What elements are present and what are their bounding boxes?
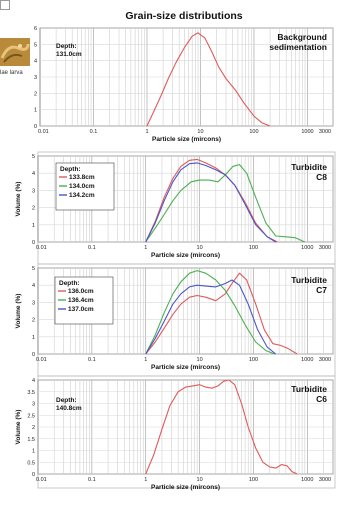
panel-annotation: C7 (316, 285, 327, 295)
y-tick-label: 2 (32, 318, 35, 324)
y-tick-label: 0 (32, 240, 35, 246)
y-tick-label: 2.5 (27, 413, 35, 419)
series-line-134.2cm (145, 162, 277, 243)
y-tick-label: 1 (34, 108, 37, 114)
y-tick-label: 6 (34, 26, 37, 32)
y-tick-label: 4 (32, 378, 35, 384)
x-axis-label: Particle size (mircons) (151, 364, 220, 371)
x-tick-label: 10 (197, 357, 203, 363)
legend-title: Depth: (59, 280, 80, 287)
figure-title: Grain-size distributions (125, 10, 242, 22)
y-tick-label: 2 (32, 206, 35, 212)
series-line-136.0cm (145, 272, 298, 355)
y-tick-label: 1.5 (27, 437, 35, 443)
legend-title: Depth: (56, 43, 77, 50)
series-line-131.0cm (146, 32, 271, 127)
x-tick-label: 0.1 (88, 357, 96, 363)
legend-entry: 137.0cm (68, 306, 94, 313)
y-tick-label: 4 (34, 59, 37, 65)
legend-entry: 140.8cm (56, 405, 82, 412)
x-tick-label: 100 (249, 129, 258, 135)
x-tick-label: 100 (249, 245, 258, 251)
y-tick-label: 3.5 (27, 390, 35, 396)
x-tick-label: 10 (197, 129, 203, 135)
series-line-133.8cm (145, 158, 278, 243)
y-tick-label: 3 (32, 402, 35, 408)
y-tick-label: 3 (32, 300, 35, 306)
panel-annotation: Turbidite (291, 162, 327, 172)
x-tick-label: 3000 (319, 357, 331, 363)
legend-entry: 134.2cm (69, 192, 95, 199)
x-tick-label: 1 (144, 477, 147, 483)
y-axis-label: Volume (%) (15, 182, 22, 217)
series-line-137.0cm (145, 279, 277, 355)
x-tick-label: 0.01 (38, 129, 49, 135)
y-tick-label: 5 (32, 154, 35, 160)
x-tick-label: 100 (249, 357, 258, 363)
x-tick-label: 0.01 (36, 477, 47, 483)
x-tick-label: 0.01 (36, 357, 47, 363)
y-tick-label: 3 (34, 75, 37, 81)
x-tick-label: 1000 (301, 129, 313, 135)
chart-panel-1: 0 1 2 3 4 5 6 0.01 0.1 1 10 100 1000 3000 Particle siz… (34, 26, 334, 143)
x-tick-label: 1000 (301, 245, 313, 251)
series-line-140.8cm (145, 379, 298, 475)
chart-panel-4: 0 0.5 1 1.5 2 2.5 3 3.5 4 0.01 0.1 1 10 100 1000 3000 Pa… (15, 378, 334, 491)
thumbnail-label: lae larva (0, 70, 23, 76)
legend-entry: 131.0cm (56, 51, 82, 58)
x-tick-label: 1 (144, 245, 147, 251)
y-tick-label: 1 (32, 449, 35, 455)
y-tick-label: 5 (34, 42, 37, 48)
larva-thumbnail-image (0, 38, 30, 66)
y-tick-label: 4 (32, 283, 35, 289)
y-tick-label: 2 (32, 425, 35, 431)
y-tick-label: 0.5 (27, 460, 35, 466)
x-tick-label: 0.1 (88, 245, 96, 251)
y-tick-label: 0 (34, 124, 37, 130)
legend-title: Depth: (56, 397, 77, 404)
window-corner-box (0, 0, 10, 10)
x-tick-label: 10 (197, 245, 203, 251)
y-tick-label: 1 (32, 335, 35, 341)
y-tick-label: 0 (32, 352, 35, 358)
x-tick-label: 1 (145, 129, 148, 135)
x-tick-label: 3000 (319, 129, 331, 135)
y-tick-label: 1 (32, 223, 35, 229)
panel-annotation: Turbidite (291, 384, 327, 394)
legend-title: Depth: (60, 166, 81, 173)
panel-annotation: C8 (316, 172, 327, 182)
y-axis-label: Volume (%) (15, 294, 22, 329)
x-tick-label: 1 (144, 357, 147, 363)
x-tick-label: 10 (197, 477, 203, 483)
y-tick-label: 5 (32, 266, 35, 272)
chart-panel-2: 0 1 2 3 4 5 0.01 0.1 1 10 100 1000 3000 Particle size… (15, 154, 334, 259)
chart-panel-3: 0 1 2 3 4 5 0.01 0.1 1 10 100 1000 3000 Particle size… (15, 266, 334, 371)
x-tick-label: 3000 (319, 477, 331, 483)
y-tick-label: 2 (34, 91, 37, 97)
legend-entry: 136.0cm (68, 288, 94, 295)
series-line-136.4cm (145, 270, 276, 355)
legend-entry: 134.0cm (69, 183, 95, 190)
x-tick-label: 0.1 (88, 477, 96, 483)
x-tick-label: 1000 (301, 357, 313, 363)
panel-annotation: sedimentation (269, 42, 327, 52)
x-tick-label: 100 (249, 477, 258, 483)
y-axis-label: Volume (%) (15, 410, 22, 445)
panel-annotation: Background (277, 32, 327, 42)
y-tick-label: 3 (32, 188, 35, 194)
y-tick-label: 0 (32, 472, 35, 478)
x-axis-label: Particle size (mircons) (151, 252, 220, 259)
panel-annotation: C6 (316, 394, 327, 404)
panel-annotation: Turbidite (291, 275, 327, 285)
legend-entry: 136.4cm (68, 297, 94, 304)
x-axis-label: Particle size (mircons) (152, 136, 221, 143)
x-tick-label: 0.01 (36, 245, 47, 251)
x-axis-label: Particle size (mircons) (151, 484, 220, 491)
x-tick-label: 1000 (301, 477, 313, 483)
y-tick-label: 4 (32, 171, 35, 177)
x-tick-label: 3000 (319, 245, 331, 251)
x-tick-label: 0.1 (90, 129, 98, 135)
legend-entry: 133.8cm (69, 174, 95, 181)
